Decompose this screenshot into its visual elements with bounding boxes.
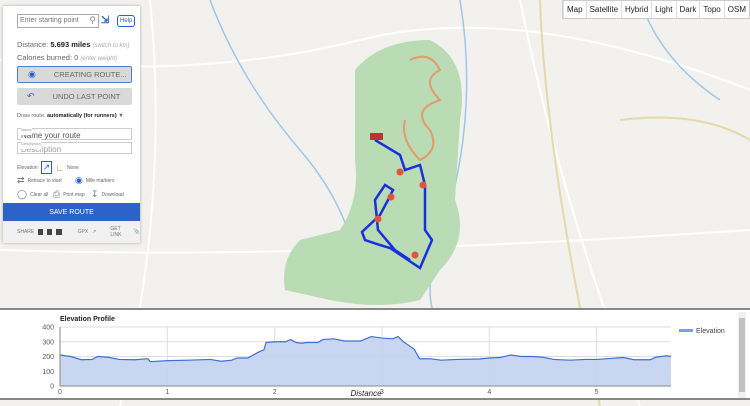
map-type-topo[interactable]: Topo — [699, 1, 723, 18]
mile-marker[interactable] — [396, 168, 404, 176]
mile-marker[interactable] — [411, 251, 419, 259]
retrace-icon: ⇄ — [17, 175, 25, 185]
x-tick-label: 5 — [595, 389, 599, 396]
name-label: Name — [21, 125, 32, 135]
x-tick-label: 0 — [58, 389, 62, 396]
name-placeholder: Name your route — [21, 131, 81, 140]
pinterest-icon[interactable] — [38, 229, 44, 235]
paperclip-icon: 📎 — [133, 229, 140, 235]
calories-line: Calories burned: 0 (enter weight) — [17, 53, 117, 62]
clear-icon: ◯ — [17, 189, 28, 199]
undo-button[interactable]: ↶ UNDO LAST POINT — [17, 88, 132, 105]
x-tick-label: 2 — [273, 389, 277, 396]
legend-label: Elevation — [696, 328, 725, 335]
distance-label: Distance: — [17, 40, 49, 49]
x-tick-label: 4 — [487, 389, 491, 396]
route-line — [360, 138, 434, 270]
download-label: Download — [101, 191, 124, 198]
print-map-button[interactable]: ⎙ Print map — [53, 189, 85, 200]
trail — [403, 55, 442, 162]
share-label: SHARE — [17, 229, 35, 235]
scrollbar[interactable] — [738, 312, 746, 398]
start-marker[interactable] — [370, 133, 383, 140]
print-icon: ⎙ — [53, 189, 61, 199]
get-link[interactable]: GET LINK — [110, 226, 122, 238]
share-bar: SHARE GPX ↗ GET LINK 📎 — [3, 221, 140, 243]
switch-units-link[interactable]: (switch to km) — [92, 43, 130, 49]
route-name-input[interactable]: Name Name your route — [17, 125, 132, 140]
mile-marker[interactable] — [374, 215, 382, 223]
print-map-label: Print map — [63, 191, 85, 198]
distance-line: Distance: 5.693 miles (switch to km) — [17, 40, 130, 49]
elevation-chart: Elevation Profile 0 100 200 300 400 0 1 2 3 4 5 Di… — [42, 316, 725, 398]
legend-swatch — [679, 329, 693, 332]
mile-marker[interactable] — [387, 193, 395, 201]
map-type-osm[interactable]: OSM — [723, 1, 749, 18]
y-tick-label: 100 — [42, 369, 54, 376]
save-route-button[interactable]: SAVE ROUTE — [3, 203, 140, 221]
route-panel: Enter starting point ⚲ ⇲ Help Distance: 5… — [3, 6, 140, 243]
map-type-selector: Map Satellite Hybrid Light Dark Topo OSM — [562, 0, 750, 19]
download-button[interactable]: ↧ Download — [91, 189, 124, 200]
x-axis-label: Distance — [350, 389, 382, 398]
search-placeholder: Enter starting point — [20, 17, 79, 24]
chevron-down-icon: ▼ — [118, 113, 124, 119]
collapse-icon[interactable]: ⇲ — [101, 15, 110, 26]
calories-label: Calories burned: 0 — [17, 53, 79, 62]
mile-marker-icon: ◉ — [75, 175, 83, 185]
draw-route-select[interactable]: Draw route: automatically (for runners) … — [17, 113, 124, 119]
location-pin-icon: ◉ — [28, 69, 36, 79]
elevation-area — [60, 336, 671, 386]
description-placeholder: Description — [21, 145, 62, 154]
facebook-icon[interactable] — [47, 229, 53, 235]
elevation-small-icon[interactable]: ∟ — [55, 162, 64, 173]
download-icon: ↧ — [91, 189, 99, 199]
elevation-options: Elevation ↗ ∟ None — [17, 161, 79, 174]
external-link-icon: ↗ — [92, 229, 97, 235]
creating-route-label: CREATING ROUTE... — [53, 70, 127, 79]
x-tick-label: 3 — [380, 389, 384, 396]
y-tick-label: 400 — [42, 325, 54, 332]
x-tick-label: 1 — [165, 389, 169, 396]
clear-all-button[interactable]: ◯ Clear all — [17, 189, 48, 200]
y-tick-label: 0 — [50, 384, 54, 391]
draw-route-value: automatically (for runners) — [46, 113, 117, 119]
elevation-chart-icon[interactable]: ↗ — [40, 161, 53, 174]
undo-icon: ↶ — [27, 91, 35, 101]
mile-markers-label: Mile markers — [85, 177, 115, 184]
none-option[interactable]: None — [66, 164, 79, 171]
help-button[interactable]: Help — [117, 15, 136, 27]
undo-label: UNDO LAST POINT — [52, 92, 121, 101]
map-type-map[interactable]: Map — [563, 1, 586, 18]
mile-markers-option[interactable]: ◉ Mile markers — [75, 175, 114, 186]
retrace-label: Retrace to start — [27, 177, 62, 184]
clear-all-label: Clear all — [30, 191, 49, 198]
y-tick-label: 200 — [42, 354, 54, 361]
elevation-profile-panel: Elevation Profile 0 100 200 300 400 0 1 2 3 4 5 Di… — [0, 308, 750, 400]
elevation-line — [59, 335, 672, 363]
twitter-icon[interactable] — [56, 229, 62, 235]
distance-value: 5.693 miles — [50, 40, 91, 49]
gpx-link[interactable]: GPX — [77, 229, 89, 235]
draw-route-label: Draw route: — [17, 113, 46, 119]
retrace-option[interactable]: ⇄ Retrace to start — [17, 175, 62, 186]
enter-weight-link[interactable]: (enter weight) — [80, 56, 118, 62]
mile-marker[interactable] — [419, 181, 427, 189]
map-type-light[interactable]: Light — [651, 1, 675, 18]
scrollbar-thumb[interactable] — [739, 318, 745, 392]
creating-route-button[interactable]: ◉ CREATING ROUTE... — [17, 66, 132, 83]
y-tick-label: 300 — [42, 339, 54, 346]
chart-title: Elevation Profile — [60, 316, 115, 323]
park-area — [284, 40, 462, 305]
map-type-dark[interactable]: Dark — [675, 1, 700, 18]
description-label: Description — [21, 139, 42, 149]
map-type-hybrid[interactable]: Hybrid — [621, 1, 651, 18]
mile-markers — [374, 168, 427, 259]
search-input[interactable]: Enter starting point ⚲ — [17, 14, 99, 28]
elevation-label: Elevation — [17, 164, 38, 171]
map-type-satellite[interactable]: Satellite — [585, 1, 621, 18]
description-input[interactable]: Description Description — [17, 139, 132, 154]
search-icon[interactable]: ⚲ — [89, 15, 96, 25]
